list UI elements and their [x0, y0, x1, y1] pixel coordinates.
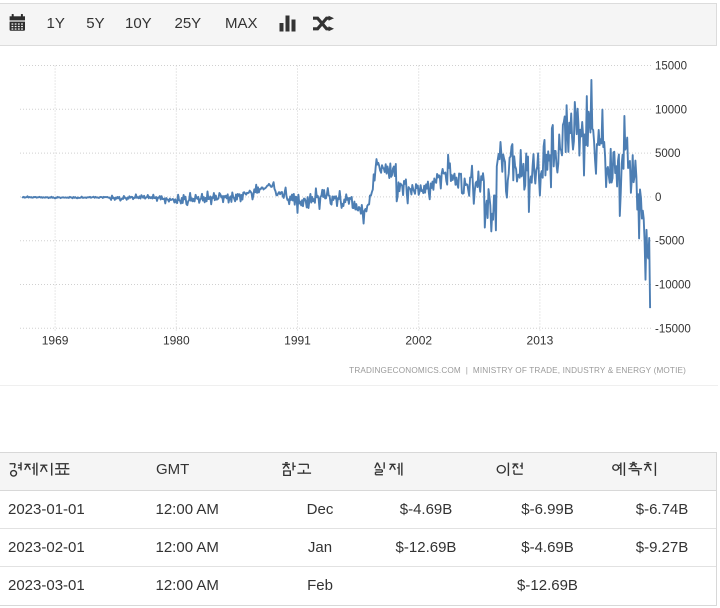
svg-text:2002: 2002 — [405, 334, 432, 348]
svg-text:-10000: -10000 — [655, 280, 691, 292]
svg-text:1980: 1980 — [163, 334, 190, 348]
svg-text:15000: 15000 — [655, 61, 687, 73]
svg-text:2013: 2013 — [527, 334, 554, 348]
svg-text:1969: 1969 — [42, 334, 69, 348]
svg-text:-5000: -5000 — [655, 236, 684, 248]
svg-text:0: 0 — [655, 192, 661, 204]
svg-text:5000: 5000 — [655, 148, 681, 160]
svg-text:-15000: -15000 — [655, 323, 691, 335]
svg-text:1991: 1991 — [284, 334, 311, 348]
svg-text:10000: 10000 — [655, 104, 687, 116]
svg-text:TRADINGECONOMICS.COM | MINIS: TRADINGECONOMICS.COM | MINISTRY OF TRADE… — [349, 366, 686, 375]
